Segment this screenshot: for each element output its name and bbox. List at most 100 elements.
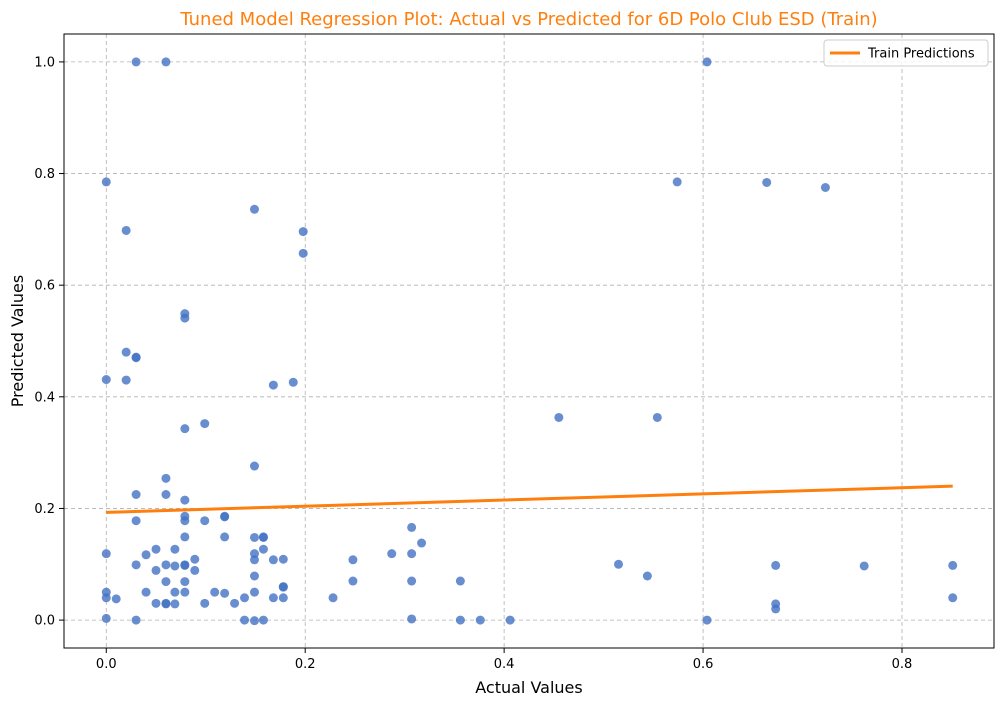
data-point [288, 377, 298, 387]
data-point [200, 516, 210, 526]
regression-line [106, 484, 953, 514]
data-point [258, 615, 268, 625]
data-point [220, 532, 230, 542]
y-tick-label: 0.0 [34, 614, 55, 629]
data-point [268, 555, 278, 565]
data-point [131, 57, 141, 67]
y-tick-label: 0.4 [34, 390, 55, 405]
data-point [859, 561, 869, 571]
data-point [240, 593, 250, 603]
x-axis-ticks: 0.0 0.2 0.4 0.6 0.8 [96, 648, 912, 672]
legend: Train Predictions [823, 39, 989, 67]
grid-lines [64, 34, 994, 648]
data-point [121, 225, 131, 235]
data-point [180, 577, 190, 587]
data-point [170, 561, 180, 571]
data-point [642, 571, 652, 581]
data-point [180, 560, 190, 570]
data-point [111, 594, 121, 604]
data-point [387, 549, 397, 559]
data-point [101, 549, 111, 559]
x-tick-label: 0.6 [693, 657, 714, 672]
data-point [278, 582, 288, 592]
data-point [180, 587, 190, 597]
data-point [180, 532, 190, 542]
data-point [328, 593, 338, 603]
data-point [101, 593, 111, 603]
data-point [417, 538, 427, 548]
data-point [161, 577, 171, 587]
data-point [121, 375, 131, 385]
data-point [170, 599, 180, 609]
data-point [652, 412, 662, 422]
data-point [702, 615, 712, 625]
data-point [249, 555, 259, 565]
data-point [121, 347, 131, 357]
data-point [180, 313, 190, 323]
data-point [161, 560, 171, 570]
data-point [268, 593, 278, 603]
data-point [258, 544, 268, 554]
data-point [220, 512, 230, 522]
data-point [407, 522, 417, 532]
data-point [131, 490, 141, 499]
data-point [771, 560, 781, 570]
y-tick-label: 0.8 [34, 167, 55, 182]
data-point [101, 613, 111, 623]
data-point [407, 549, 417, 559]
data-point [762, 177, 772, 187]
data-point [348, 576, 358, 586]
data-point [151, 544, 161, 554]
y-axis-title: Predicted Values [8, 275, 27, 407]
data-point [141, 587, 151, 597]
data-point [101, 177, 111, 187]
data-point [240, 615, 250, 625]
data-point [249, 571, 259, 581]
data-point [298, 227, 308, 237]
y-axis-ticks: 0.0 0.2 0.4 0.6 0.8 1.0 [34, 55, 64, 629]
data-point [298, 248, 308, 258]
data-point [101, 375, 111, 385]
data-point [161, 473, 171, 483]
data-point [190, 554, 200, 564]
plot-area-frame [63, 33, 995, 649]
data-point [249, 587, 259, 597]
data-point [278, 593, 288, 603]
y-tick-label: 1.0 [34, 55, 55, 70]
regression-line-layer [106, 484, 953, 514]
data-point [249, 204, 259, 214]
data-point [161, 599, 171, 609]
data-point [151, 565, 161, 575]
data-point [455, 615, 465, 625]
chart-title: Tuned Model Regression Plot: Actual vs P… [179, 9, 877, 30]
data-point [210, 587, 220, 597]
y-tick-label: 0.2 [34, 502, 55, 517]
x-axis-title: Actual Values [475, 678, 582, 697]
data-point [278, 554, 288, 564]
data-point [407, 576, 417, 586]
data-point [249, 616, 259, 626]
data-point [407, 614, 417, 624]
data-point [161, 57, 171, 67]
data-point [170, 587, 180, 597]
data-point [180, 424, 190, 434]
x-tick-label: 0.0 [96, 657, 117, 672]
data-point [475, 615, 485, 625]
data-point [948, 560, 958, 570]
data-point [554, 412, 564, 422]
data-point [131, 560, 141, 570]
data-point [220, 588, 230, 598]
data-point [131, 516, 141, 526]
x-tick-label: 0.8 [892, 657, 913, 672]
x-tick-label: 0.4 [494, 657, 515, 672]
data-point [180, 495, 190, 505]
data-point [249, 532, 259, 542]
data-point [200, 419, 210, 429]
data-point [200, 598, 210, 608]
data-point [614, 559, 624, 569]
data-point [948, 593, 958, 603]
data-point [820, 183, 830, 192]
data-point [268, 380, 278, 390]
data-point [505, 615, 515, 625]
data-point [348, 555, 358, 565]
